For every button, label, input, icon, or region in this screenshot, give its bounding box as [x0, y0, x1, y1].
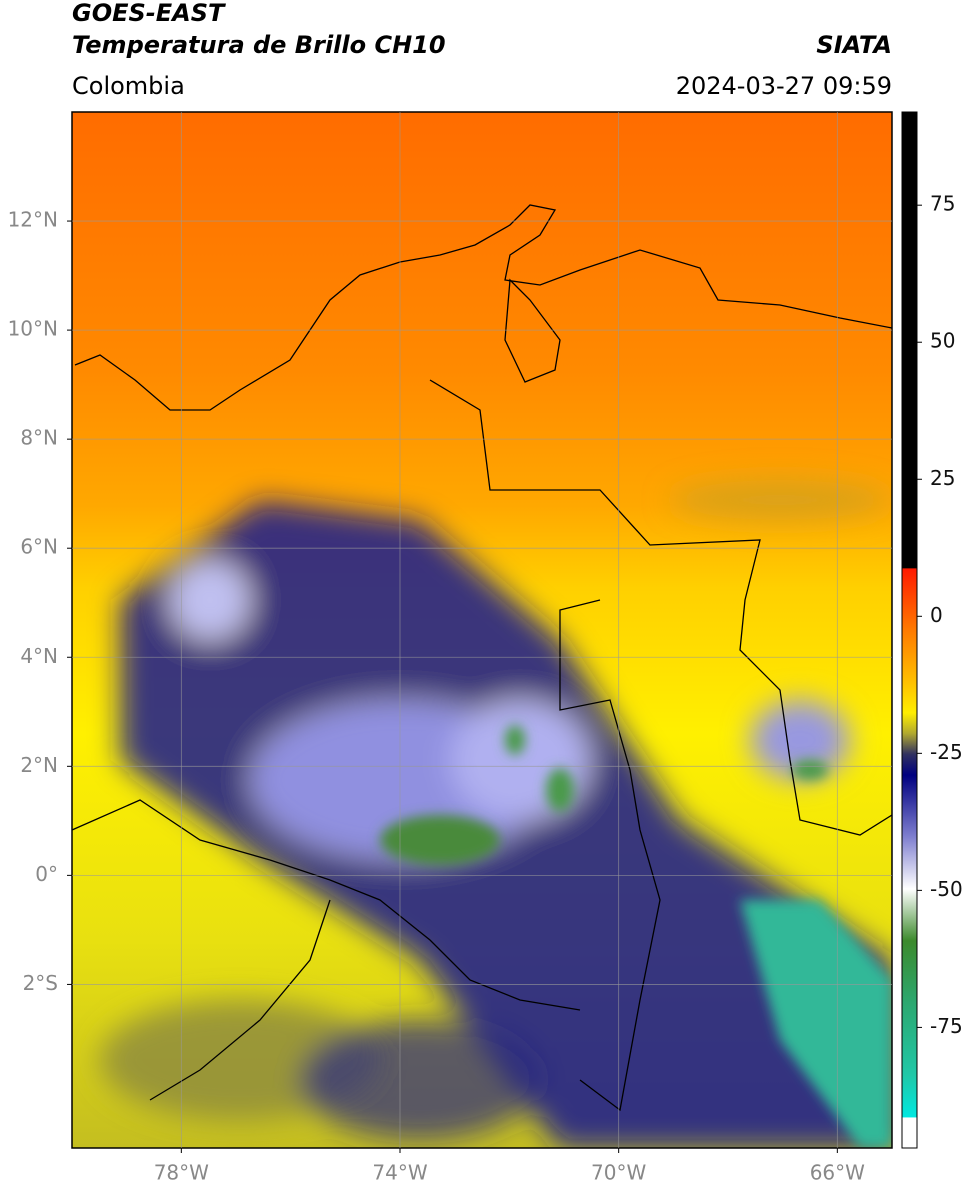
source: SIATA	[816, 31, 892, 59]
satellite-image	[72, 112, 892, 1148]
colorbar-tick-label: -75	[930, 1014, 963, 1038]
region: Colombia	[72, 72, 185, 100]
colorbar-tick-label: 75	[930, 192, 955, 216]
subtitle: Temperatura de Brillo CH10	[72, 31, 446, 59]
y-tick-label: 10°N	[8, 317, 58, 341]
colorbar-tick-label: -50	[930, 877, 963, 901]
x-tick-label: 74°W	[372, 1161, 427, 1185]
y-tick-label: 2°N	[20, 753, 58, 777]
x-tick-label: 78°W	[154, 1161, 209, 1185]
colorbar-tick-label: 0	[930, 603, 943, 627]
x-tick-label: 66°W	[810, 1161, 865, 1185]
colorbar	[901, 111, 918, 1149]
y-tick-label: 8°N	[20, 426, 58, 450]
colorbar-tick-label: 25	[930, 466, 955, 490]
x-tick-label: 70°W	[591, 1161, 646, 1185]
y-tick-label: 2°S	[23, 971, 58, 995]
y-tick-label: 12°N	[8, 208, 58, 232]
datetime: 2024-03-27 09:59	[676, 72, 892, 100]
map-frame	[71, 111, 893, 1149]
y-tick-label: 0°	[35, 862, 58, 886]
colorbar-tick-label: 50	[930, 329, 955, 353]
colorbar-tick-label: -25	[930, 740, 963, 764]
title: GOES-EAST	[72, 0, 226, 27]
y-tick-label: 6°N	[20, 535, 58, 559]
y-tick-label: 4°N	[20, 644, 58, 668]
